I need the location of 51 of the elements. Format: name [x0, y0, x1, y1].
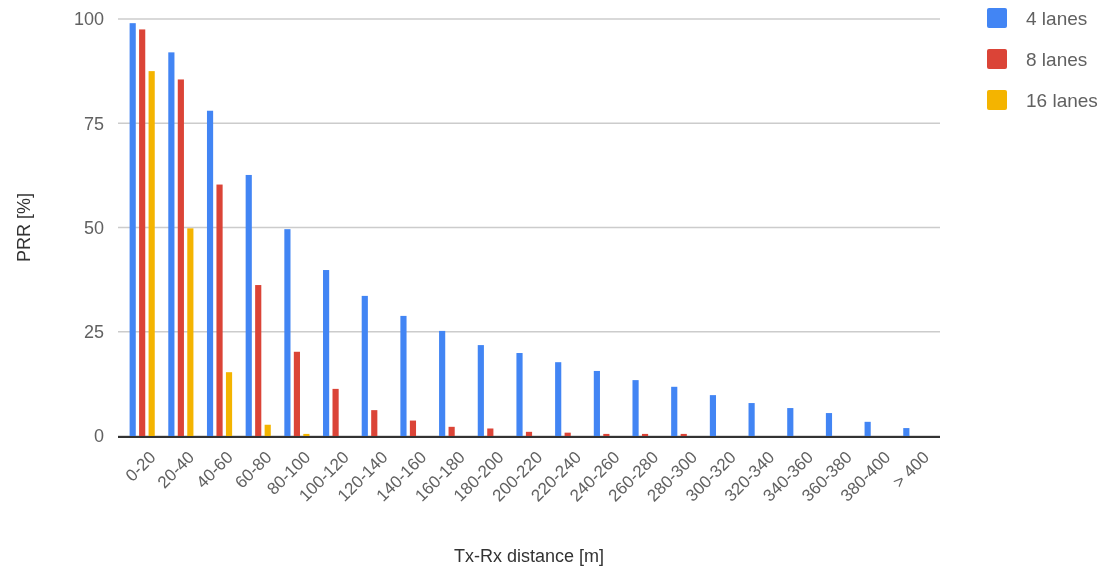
bar [148, 71, 155, 436]
bar [284, 229, 291, 436]
bar [593, 370, 600, 436]
bar [216, 184, 223, 436]
legend-label: 8 lanes [1026, 48, 1088, 70]
bar [177, 79, 184, 436]
bar [748, 403, 755, 436]
legend-label: 16 lanes [1026, 89, 1098, 111]
bar [371, 410, 378, 436]
bar [903, 428, 910, 436]
bar [825, 413, 833, 436]
y-tick-label: 100 [73, 9, 104, 30]
bar [168, 52, 175, 436]
bar [632, 380, 639, 436]
bar [477, 345, 484, 436]
bar [641, 433, 649, 436]
bar [293, 351, 300, 436]
bar [225, 372, 233, 436]
bar [525, 431, 533, 436]
y-tick-label: 0 [93, 426, 104, 447]
bar [671, 386, 678, 436]
y-tick-label: 75 [83, 113, 104, 134]
bar [516, 353, 523, 436]
legend-label: 4 lanes [1026, 7, 1088, 29]
x-axis-title: Tx-Rx distance [m] [453, 546, 605, 566]
y-axis-title: PRR [%] [14, 192, 34, 263]
bar [323, 270, 330, 436]
y-tick-label: 25 [83, 322, 104, 343]
bar [139, 29, 146, 436]
bar [303, 433, 310, 436]
bar [245, 174, 252, 436]
bar [787, 408, 794, 436]
bar [603, 433, 610, 436]
bar [409, 420, 417, 436]
bar [361, 295, 368, 436]
bar [487, 428, 494, 436]
bar [439, 330, 446, 436]
bar [129, 23, 136, 436]
bar [448, 426, 455, 436]
bar [555, 362, 562, 436]
y-tick-label: 50 [83, 217, 104, 238]
bar [255, 285, 262, 436]
bar [206, 110, 214, 436]
bar [400, 315, 407, 436]
x-tick-label: > 400 [889, 447, 934, 492]
bar [864, 421, 871, 436]
bar [264, 424, 271, 436]
bar [187, 228, 194, 436]
bar [332, 388, 339, 436]
bar [709, 395, 717, 436]
bar [680, 433, 687, 436]
